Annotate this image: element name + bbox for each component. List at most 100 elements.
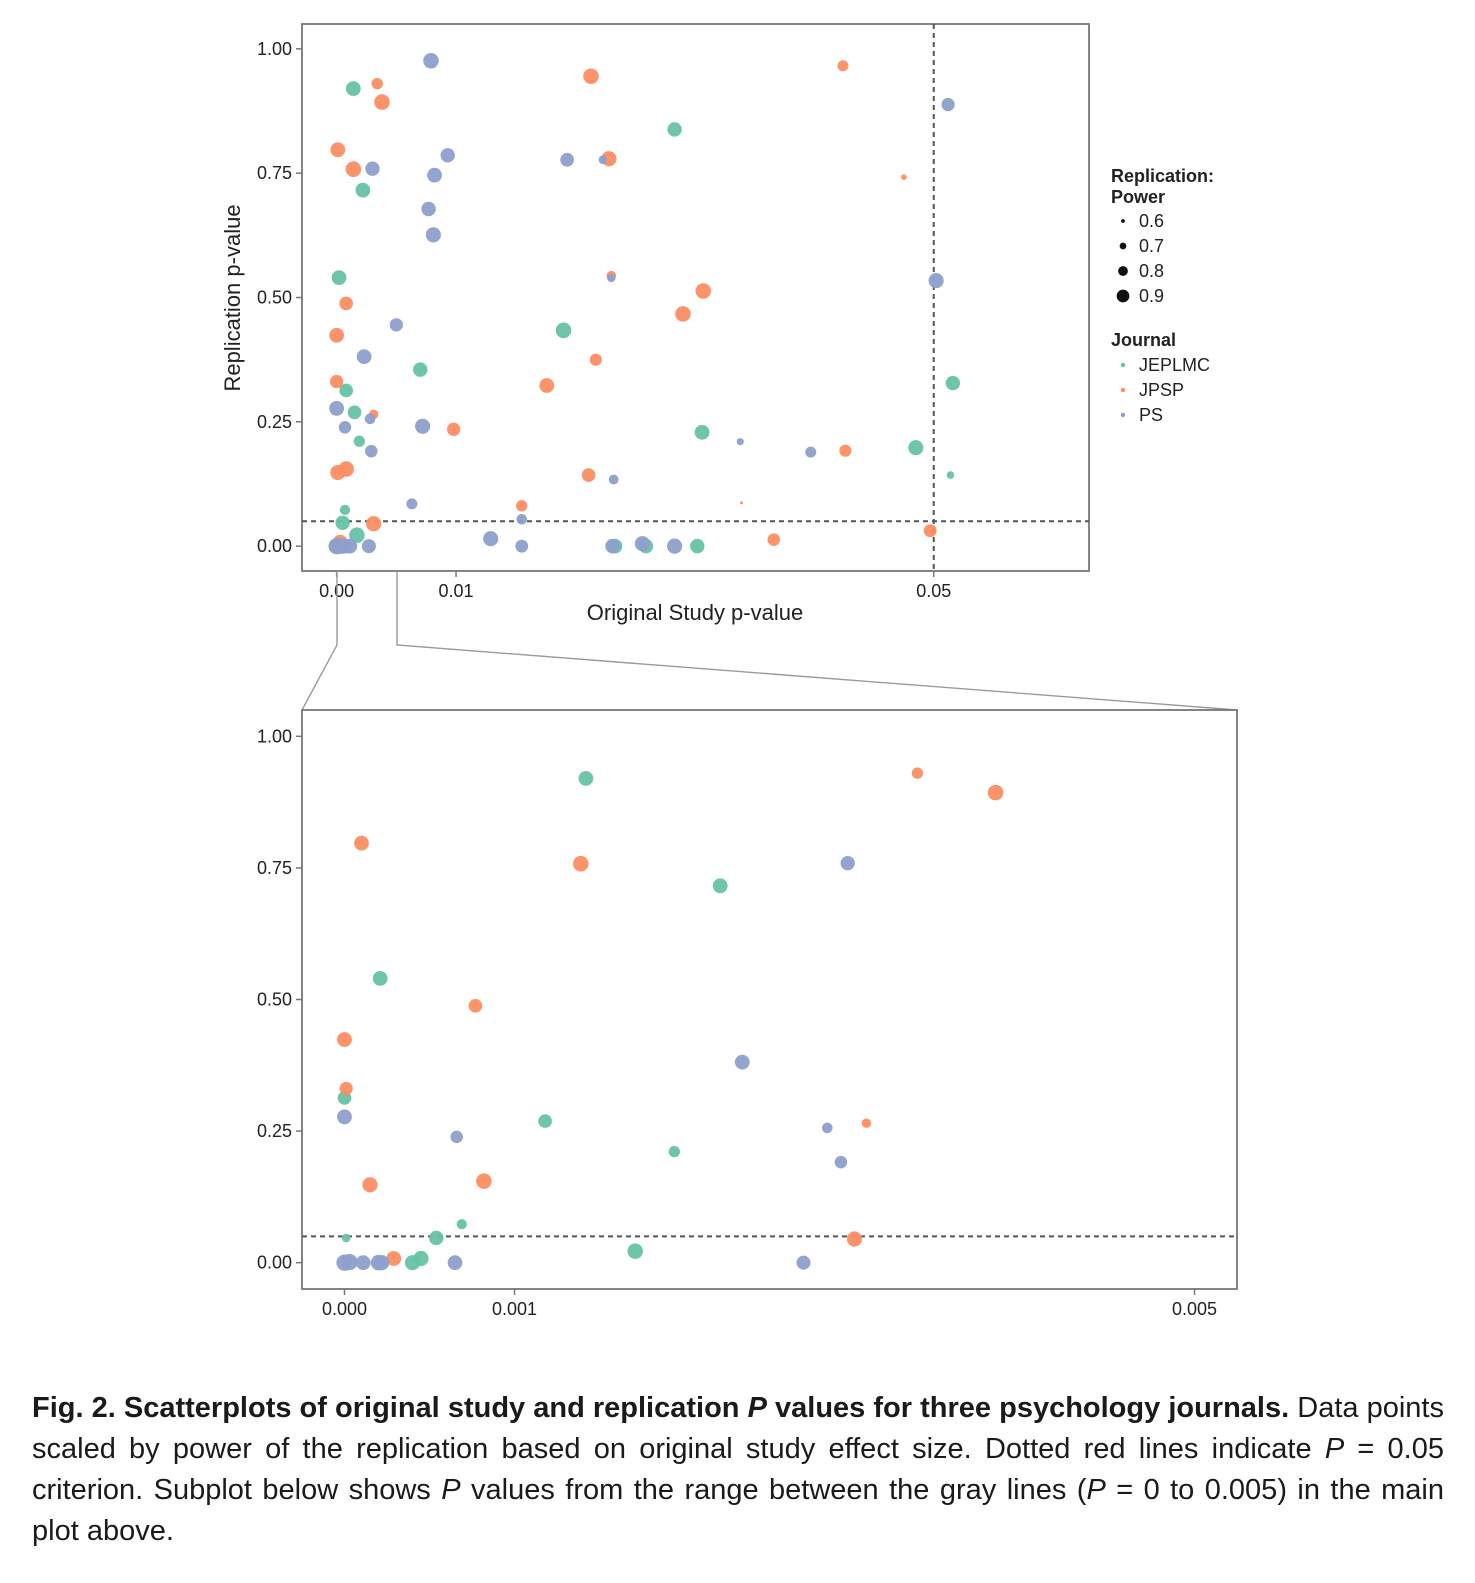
main-point-jeplmc (339, 504, 351, 515)
zoom-point-jeplmc (404, 1255, 421, 1271)
main-reference-lines (302, 24, 1089, 571)
main-y-tick-label: 0.00 (257, 536, 292, 556)
main-point-ps (560, 152, 574, 167)
main-x-axis-title: Original Study p-value (587, 600, 803, 625)
main-point-jpsp (366, 516, 382, 532)
caption-title-part-2: values for three psychology journals. (766, 1392, 1290, 1424)
main-point-ps (415, 418, 431, 434)
zoom-x-tick-label: 0.000 (322, 1299, 367, 1319)
legend-power-symbol (1119, 242, 1127, 250)
zoom-point-ps (822, 1122, 833, 1134)
zoom-point-ps (447, 1255, 463, 1271)
main-point-ps (427, 167, 442, 183)
zoom-point-jeplmc (456, 1219, 467, 1230)
caption-p-symbol-1: P (1324, 1433, 1345, 1465)
main-y-axis: 0.00 0.25 0.50 0.75 1.00 (257, 39, 302, 556)
main-point-ps (364, 413, 376, 425)
main-data-points (328, 53, 961, 555)
main-point-jpsp (839, 444, 852, 457)
legend-journal-label-jeplmc: JEPLMC (1139, 355, 1210, 375)
main-point-ps (389, 318, 403, 332)
main-point-jeplmc (413, 362, 428, 377)
zoom-point-ps (734, 1054, 750, 1070)
main-point-jeplmc (945, 375, 961, 391)
main-point-ps (421, 201, 436, 217)
main-point-jeplmc (694, 424, 710, 440)
main-point-ps (406, 498, 418, 510)
main-point-ps (338, 421, 352, 434)
legend-power-entries: 0.6 0.7 0.8 0.9 (1116, 211, 1164, 306)
zoom-y-tick-label: 0.50 (257, 990, 292, 1010)
zoom-point-jpsp (987, 784, 1004, 801)
zoom-y-tick-label: 0.75 (257, 858, 292, 878)
main-point-jpsp (330, 464, 346, 481)
main-point-ps (361, 539, 376, 554)
main-point-jpsp (330, 142, 346, 158)
main-point-jeplmc (335, 515, 350, 530)
main-point-jeplmc (355, 182, 371, 198)
main-point-jeplmc (349, 527, 365, 543)
main-point-jpsp (374, 94, 390, 110)
main-point-jeplmc (555, 322, 572, 339)
main-point-ps (667, 538, 683, 554)
zoom-point-jeplmc (429, 1230, 444, 1246)
zoom-point-ps (796, 1255, 811, 1270)
main-point-ps (423, 53, 439, 69)
zoom-point-jeplmc (668, 1145, 680, 1158)
zoom-point-ps (337, 1109, 352, 1125)
main-point-jeplmc (908, 440, 924, 456)
main-point-jeplmc (347, 405, 362, 420)
main-point-jpsp (329, 327, 345, 343)
main-y-tick-label: 1.00 (257, 39, 292, 59)
main-x-axis: 0.00 0.01 0.05 (319, 571, 951, 601)
legend-journal-entries: JEPLMC JPSP PS (1120, 355, 1210, 425)
main-point-jpsp (695, 283, 712, 299)
caption-p-symbol-3: P (1086, 1474, 1106, 1506)
legend-journal-title: Journal (1111, 330, 1176, 350)
main-point-ps (605, 538, 620, 554)
main-point-ps (736, 438, 744, 446)
zoom-x-axis: 0.000 0.001 0.005 (322, 1289, 1217, 1319)
zoom-point-jpsp (911, 767, 924, 779)
zoom-point-jpsp (337, 1032, 352, 1047)
main-point-jpsp (739, 501, 743, 505)
main-point-jpsp (581, 468, 596, 482)
legend-power-title-line-1: Replication: (1111, 166, 1214, 186)
main-y-axis-title: Replication p-value (220, 204, 245, 391)
legend-journal-label-ps: PS (1139, 405, 1163, 425)
zoom-point-ps (840, 855, 855, 871)
main-point-ps (598, 155, 608, 165)
zoom-point-jeplmc (712, 878, 728, 894)
zoom-point-jeplmc (578, 771, 594, 786)
zoom-connector-lines (301, 571, 1238, 711)
caption-text-4: = 0 to 0.005) in the main plot above. (32, 1474, 1444, 1547)
zoom-point-jeplmc (372, 971, 388, 986)
main-x-tick-label: 0.01 (439, 581, 474, 601)
legend-power-symbol (1116, 289, 1130, 303)
main-point-ps (941, 97, 955, 112)
main-point-ps (365, 161, 380, 176)
main-point-jpsp (371, 77, 383, 90)
main-plot-frame (301, 23, 1090, 572)
main-y-tick-label: 0.50 (257, 288, 292, 308)
legend-power-title: Replication: Power (1111, 166, 1214, 207)
main-point-jeplmc (345, 81, 361, 97)
main-point-jpsp (675, 306, 691, 322)
main-point-jpsp (330, 374, 344, 389)
main-panel: 0.00 0.25 0.50 0.75 1.00 0.00 0.01 0.05 Replic… (220, 23, 1090, 625)
zoom-point-jpsp (362, 1177, 378, 1193)
figure-caption: Fig. 2. Scatterplots of original study a… (32, 1388, 1444, 1552)
caption-title-p-symbol: P (747, 1392, 767, 1424)
main-point-jpsp (923, 524, 937, 538)
main-point-jeplmc (946, 471, 955, 479)
zoom-connector-left (301, 571, 338, 711)
main-point-jpsp (345, 161, 362, 177)
main-point-ps (608, 474, 619, 485)
zoom-y-tick-label: 0.25 (257, 1121, 292, 1141)
main-point-jeplmc (339, 383, 354, 398)
legend-power-label: 0.7 (1139, 236, 1164, 256)
zoom-point-ps (355, 1255, 371, 1271)
zoom-y-tick-label: 0.00 (257, 1253, 292, 1273)
figure: 0.00 0.25 0.50 0.75 1.00 0.00 0.01 0.05 Replic… (220, 23, 1238, 1319)
main-point-jeplmc (690, 538, 705, 554)
